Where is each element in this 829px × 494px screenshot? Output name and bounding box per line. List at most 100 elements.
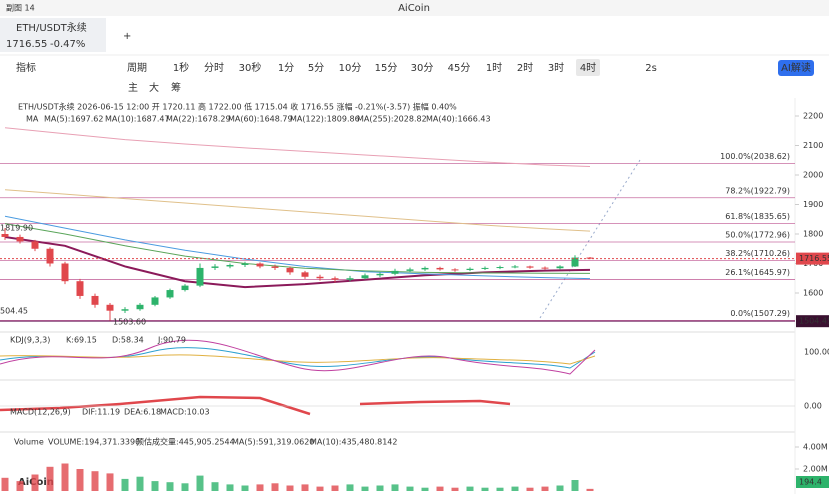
period-option[interactable]: 30分	[411, 62, 434, 74]
period-option[interactable]: 分时	[204, 62, 224, 74]
volume-bar	[151, 481, 159, 491]
volume-bar	[316, 486, 324, 491]
ma-line	[4, 127, 591, 167]
candle-body	[391, 270, 399, 274]
volume-bar	[166, 482, 174, 491]
candle-body	[211, 266, 219, 268]
tab[interactable]	[0, 18, 106, 52]
volume-bar	[511, 486, 519, 491]
candle-body	[316, 276, 324, 279]
candle-body	[46, 248, 54, 264]
candle-body	[136, 304, 144, 310]
candle-body	[496, 267, 504, 269]
candle-body	[526, 266, 534, 268]
candle-body	[361, 275, 369, 279]
volume-bar	[376, 485, 384, 491]
volume-bar	[526, 487, 534, 491]
ai-button[interactable]	[778, 60, 814, 76]
candle-body	[1, 234, 9, 237]
low-price-label: 1504.45	[799, 317, 829, 326]
candle-body	[301, 272, 309, 277]
last-price-label: 1716.55	[799, 254, 829, 263]
volume-bar	[16, 481, 24, 491]
fib-label: 100.0%(2038.62)	[720, 152, 790, 161]
volume-bar	[421, 487, 429, 491]
low-price-tag	[796, 315, 829, 328]
volume-bar	[211, 482, 219, 491]
period-option[interactable]: 45分	[448, 62, 471, 74]
period-option[interactable]: 3时	[548, 62, 564, 74]
candle-body	[181, 285, 189, 291]
draw-tool[interactable]: 大	[149, 81, 159, 94]
volume-bar	[226, 484, 234, 491]
refresh-rate[interactable]: 2s	[645, 63, 657, 74]
candle-body	[451, 269, 459, 271]
y-tick-label: 1900	[803, 200, 823, 209]
ma-line	[4, 235, 591, 289]
period-option[interactable]: 10分	[339, 62, 362, 74]
candle-body	[556, 266, 564, 269]
kdj-lines	[0, 339, 596, 375]
ai-label[interactable]: AI解读	[781, 61, 811, 74]
period-option[interactable]: 1分	[278, 62, 294, 74]
candle-body	[241, 263, 249, 265]
candle-body	[481, 267, 489, 269]
ma-line	[4, 215, 591, 280]
kdj-legend: D:58.34	[112, 336, 144, 345]
tab-add[interactable]: +	[123, 31, 131, 42]
kdj-legend: K:69.15	[66, 336, 97, 345]
vol-tick-label: 4.00M	[803, 443, 828, 452]
volume-bar	[571, 480, 579, 491]
candle-body	[346, 278, 354, 280]
volume-bar	[136, 476, 144, 491]
candle-body	[466, 268, 474, 270]
candle-body	[151, 297, 159, 305]
candle-body	[571, 257, 579, 267]
y-tick-label: 2200	[803, 112, 823, 121]
volume-bar	[241, 485, 249, 491]
volume-bar	[31, 474, 39, 491]
macd-legend: MACD(12,26,9)	[10, 408, 71, 417]
period-option[interactable]: 1时	[486, 62, 502, 74]
volume-bar	[391, 484, 399, 491]
candle-body	[61, 263, 69, 282]
period-option[interactable]: 5分	[308, 62, 324, 74]
draw-tool[interactable]: 主	[128, 82, 138, 94]
fib-label: 61.8%(1835.65)	[725, 212, 790, 221]
candle-body	[106, 304, 114, 311]
volume-bar	[496, 487, 504, 491]
period-option[interactable]: 2时	[517, 62, 533, 74]
period-option[interactable]: 1秒	[173, 61, 189, 74]
period-option[interactable]: 4时	[580, 62, 596, 74]
y-tick-label: 1800	[803, 230, 823, 239]
macd-legend: MACD:10.03	[160, 408, 210, 417]
volume-bar	[106, 473, 114, 491]
period-option[interactable]: 15分	[375, 62, 398, 74]
indicators-button[interactable]: 指标	[16, 61, 36, 74]
fib-label: 50.0%(1772.96)	[725, 230, 790, 239]
volume-bar	[556, 485, 564, 491]
volume-legend: Volume	[14, 438, 44, 447]
volume-bar	[466, 486, 474, 491]
fib-label: 38.2%(1710.26)	[725, 249, 790, 258]
y-tick-label: 2100	[803, 141, 823, 150]
candle-body	[406, 269, 414, 271]
candle-body	[376, 273, 384, 276]
ma-legend: MA(22):1678.29	[166, 115, 231, 124]
volume-bar	[76, 469, 84, 491]
candle-body	[541, 267, 549, 269]
volume-bar	[541, 486, 549, 491]
volume-bar	[451, 487, 459, 491]
volume-legend: MA(10):435,480.8142	[310, 438, 397, 447]
volume-legend: 预估成交量:445,905.2544	[136, 437, 235, 447]
left-annotation: 504.45	[0, 307, 28, 316]
vol-tick-label: 2.00M	[803, 465, 828, 474]
period-button[interactable]: 周期	[127, 62, 147, 74]
tab-change: -0.47%	[50, 39, 85, 50]
ma-legend: MA(255):2028.82	[357, 115, 427, 124]
ma-line	[4, 189, 591, 232]
draw-tool[interactable]: 筹	[171, 81, 181, 94]
ma-legend: MA(5):1697.62	[44, 115, 103, 124]
period-option[interactable]: 30秒	[239, 61, 262, 74]
